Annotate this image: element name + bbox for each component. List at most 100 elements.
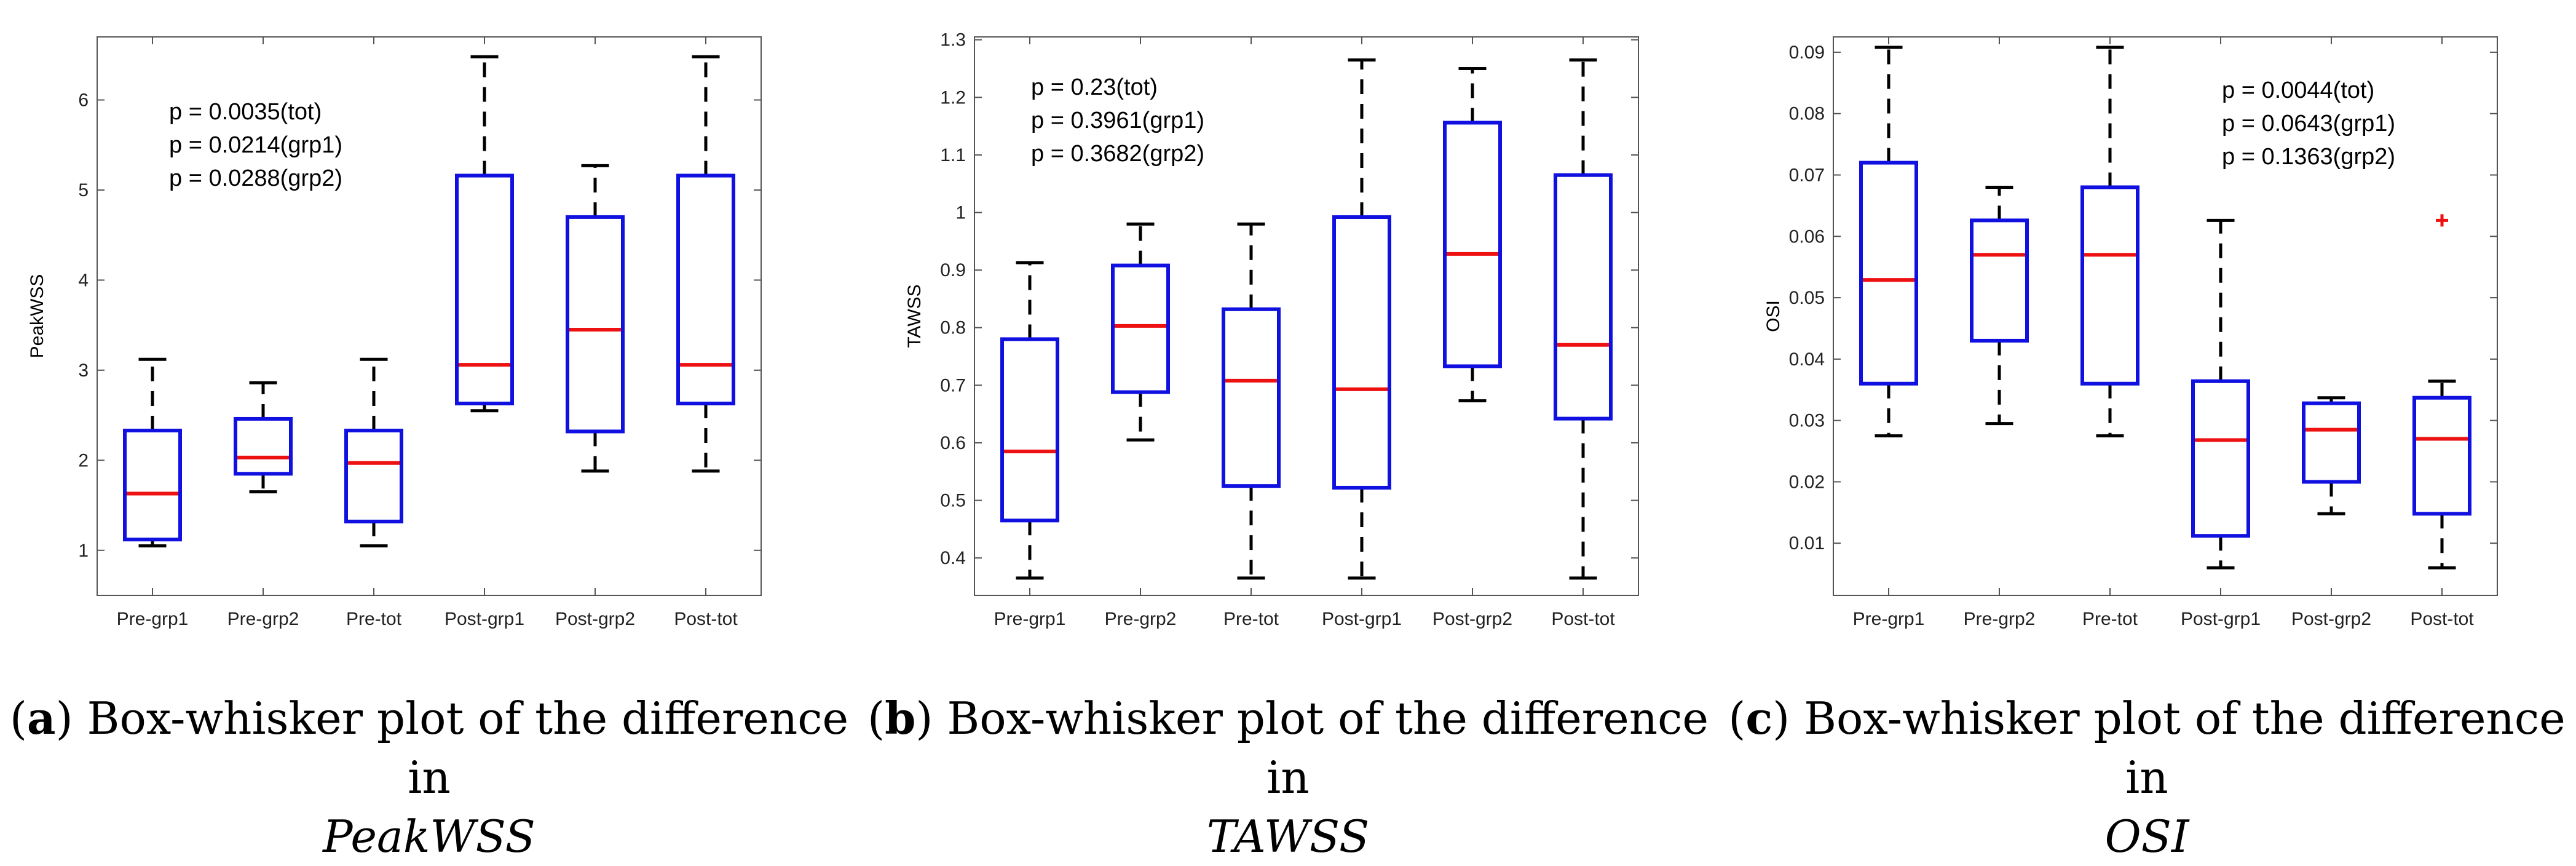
iqr-box [1970, 218, 2029, 343]
axes-frame [974, 36, 1639, 596]
box-pre-grp1 [1000, 261, 1059, 580]
iqr-box [676, 173, 735, 406]
box-post-tot [1554, 58, 1613, 580]
iqr-box [455, 173, 514, 406]
y-tick-label: 0.04 [1789, 349, 1825, 370]
x-tick-label: Post-tot [1551, 609, 1615, 629]
x-tick-label: Post-grp1 [1322, 609, 1402, 629]
y-tick-label: 1 [78, 541, 89, 561]
p-value-annotation: p = 0.23(tot) [1031, 74, 1158, 100]
axes-frame [97, 36, 762, 596]
x-tick-label: Post-grp2 [555, 609, 635, 629]
p-value-annotation: p = 0.0044(tot) [2222, 77, 2374, 103]
x-tick-label: Pre-grp1 [117, 609, 189, 629]
iqr-box [2412, 395, 2471, 516]
iqr-box [2191, 379, 2250, 538]
x-tick-label: Post-grp2 [1432, 609, 1512, 629]
y-tick-label: 5 [78, 180, 89, 201]
y-tick-label: 1 [955, 203, 966, 223]
caption-c: (c) Box-whisker plot of the difference i… [1728, 692, 2566, 862]
y-tick-label: 0.09 [1789, 42, 1825, 63]
x-tick-label: Post-grp2 [2291, 609, 2371, 629]
iqr-box [2080, 185, 2139, 386]
box-post-grp2 [566, 164, 625, 473]
box-post-grp1 [455, 55, 514, 413]
x-tick-label: Pre-tot [346, 609, 402, 629]
y-tick-label: 0.01 [1789, 533, 1825, 554]
x-tick-label: Pre-grp2 [227, 609, 299, 629]
caption-variable: OSI [2104, 811, 2189, 862]
caption-tag: c [1745, 692, 1773, 744]
iqr-box [1111, 263, 1170, 394]
y-tick-label: 3 [78, 360, 89, 381]
iqr-box [123, 428, 182, 542]
iqr-box [1859, 161, 1918, 386]
caption-variable: TAWSS [1206, 811, 1370, 862]
x-tick-label: Post-grp1 [2181, 609, 2261, 629]
caption-a: (a) Box-whisker plot of the difference i… [9, 692, 849, 862]
x-tick-label: Post-grp1 [444, 609, 524, 629]
iqr-box [1554, 173, 1613, 421]
box-pre-grp2 [1970, 185, 2029, 426]
y-tick-label: 0.08 [1789, 104, 1825, 124]
x-tick-label: Post-tot [2410, 609, 2474, 629]
y-tick-label: 0.07 [1789, 165, 1825, 186]
caption-text: Box-whisker plot of the difference in [933, 693, 1709, 803]
p-value-annotation: p = 0.0643(grp1) [2222, 111, 2395, 137]
iqr-box [1443, 121, 1502, 368]
y-tick-label: 0.8 [940, 318, 966, 338]
y-tick-label: 6 [78, 90, 89, 111]
y-tick-label: 0.9 [940, 260, 966, 280]
p-value-annotation: p = 0.3961(grp1) [1031, 108, 1204, 133]
boxplot-peakwss: 1 2 3 4 5 6 PeakWSS Pre-grp1 Pre-grp2 Pre-tot Post… [27, 36, 762, 629]
y-axis-label: OSI [1763, 300, 1784, 332]
panel-b: 0.4 0.5 0.6 0.7 0.8 0.9 1 1.1 1.2 1.3 TAWSS Pre-grp… [859, 0, 1717, 862]
outlier-point [2436, 214, 2448, 227]
y-tick-label: 0.03 [1789, 411, 1825, 431]
y-tick-label: 4 [78, 270, 89, 290]
y-tick-label: 1.2 [940, 87, 966, 108]
p-value-annotation: p = 0.3682(grp2) [1031, 141, 1204, 167]
box-pre-grp1 [1859, 46, 1918, 438]
box-pre-tot [1222, 222, 1281, 580]
p-value-annotation: p = 0.0288(grp2) [169, 165, 342, 191]
x-tick-label: Pre-grp2 [1105, 609, 1177, 629]
y-tick-label: 0.7 [940, 375, 966, 395]
caption-tag: a [26, 692, 56, 744]
x-tick-label: Pre-tot [1223, 609, 1279, 629]
x-tick-label: Pre-grp2 [1964, 609, 2036, 629]
box-post-tot [676, 55, 735, 473]
box-pre-grp2 [234, 381, 293, 494]
caption-b: (b) Box-whisker plot of the difference i… [867, 692, 1709, 862]
p-value-annotation: p = 0.0035(tot) [169, 99, 322, 125]
box-pre-grp1 [123, 357, 182, 547]
caption-text: Box-whisker plot of the difference in [1790, 693, 2566, 803]
iqr-box [234, 416, 293, 476]
y-tick-label: 0.02 [1789, 472, 1825, 492]
y-tick-label: 1.1 [940, 145, 966, 165]
box-post-grp1 [2191, 218, 2250, 570]
x-tick-label: Pre-grp1 [994, 609, 1066, 629]
p-value-annotation: p = 0.0214(grp1) [169, 132, 342, 158]
box-post-grp1 [1332, 58, 1391, 580]
iqr-box [566, 215, 625, 434]
panel-c: 0.01 0.02 0.03 0.04 0.05 0.06 0.07 0.08 0.09 OSI P… [1718, 0, 2576, 862]
boxplot-tawss: 0.4 0.5 0.6 0.7 0.8 0.9 1 1.1 1.2 1.3 TAWSS Pre-grp… [904, 30, 1639, 629]
box-pre-tot [2080, 46, 2139, 438]
caption-variable: PeakWSS [323, 811, 535, 862]
panel-a: 1 2 3 4 5 6 PeakWSS Pre-grp1 Pre-grp2 Pre-tot Post… [0, 0, 858, 862]
y-tick-label: 0.6 [940, 433, 966, 453]
p-value-annotation: p = 0.1363(grp2) [2222, 144, 2395, 170]
y-tick-label: 0.05 [1789, 288, 1825, 308]
x-tick-label: Pre-tot [2082, 609, 2138, 629]
axes-frame [1833, 36, 2498, 596]
y-tick-label: 1.3 [940, 30, 966, 50]
iqr-box [1000, 337, 1059, 523]
y-tick-label: 0.06 [1789, 226, 1825, 247]
box-post-tot [2412, 379, 2471, 570]
caption-tag: b [885, 692, 916, 744]
y-axis-label: TAWSS [904, 284, 925, 348]
box-post-grp2 [1443, 66, 1502, 403]
y-axis-label: PeakWSS [27, 274, 47, 359]
iqr-box [1222, 307, 1281, 488]
